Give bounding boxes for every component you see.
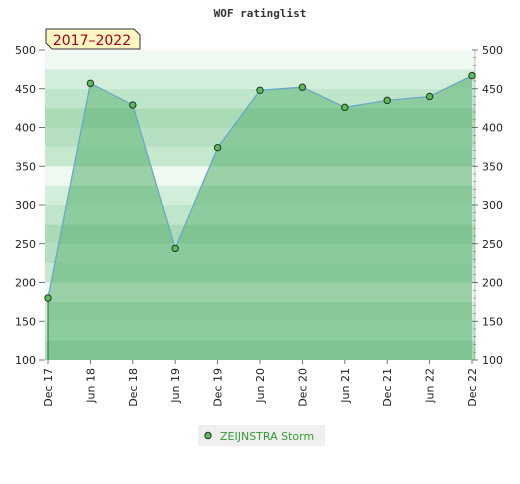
y-axis-left: 100 150 200 250 300 350 400 450 500	[15, 44, 45, 367]
x-tick-label: Jun 20	[254, 368, 267, 404]
area-stripe	[48, 185, 472, 205]
data-point	[44, 294, 52, 302]
y-tick-label-right: 450	[482, 83, 503, 96]
data-point	[298, 83, 307, 91]
x-tick-label: Jun 18	[84, 368, 97, 404]
x-tick-label: Dec 18	[127, 368, 140, 407]
series-area	[48, 75, 472, 360]
legend-box	[198, 425, 325, 446]
area-stripe	[48, 224, 472, 244]
legend-label: ZEIJNSTRA Storm	[220, 430, 314, 443]
area-stripe	[48, 301, 472, 322]
y-axis-right: 100 150 200 250 300 350 400 450 500	[472, 44, 503, 367]
y-tick-label-right: 200	[482, 277, 503, 290]
data-point	[86, 79, 95, 88]
data-point	[256, 86, 264, 95]
area-stripe	[48, 146, 472, 167]
x-tick-label: Dec 19	[212, 368, 225, 407]
legend-marker	[204, 431, 212, 440]
data-markers	[44, 71, 476, 302]
y-tick-label-right: 500	[482, 44, 503, 57]
area-stripe	[48, 340, 472, 360]
x-axis: Dec 17 Jun 18 Dec 18 Jun 19 Dec 19 Jun 20 Dec …	[42, 360, 479, 407]
data-point	[129, 101, 137, 109]
y-tick-label-right: 100	[482, 354, 503, 367]
y-tick-label-left: 450	[15, 83, 36, 96]
x-tick-label: Jun 21	[339, 368, 352, 404]
period-badge-shape	[45, 28, 141, 50]
y-tick-label-right: 300	[482, 199, 503, 212]
data-point	[425, 92, 434, 101]
y-tick-label-left: 200	[15, 277, 36, 290]
x-tick-label: Jun 22	[424, 368, 437, 404]
x-tick-label: Dec 17	[42, 368, 55, 407]
y-tick-label-right: 350	[482, 160, 503, 173]
area-stripe	[48, 263, 472, 283]
chart-title: WOF ratinglist	[214, 7, 307, 20]
area-layer	[47, 74, 473, 360]
data-point	[171, 244, 179, 253]
y-tick-label-right: 150	[482, 315, 503, 328]
data-point	[383, 96, 391, 105]
y-tick-label-left: 350	[15, 160, 36, 173]
y-tick-label-left: 500	[15, 44, 36, 57]
y-tick-label-left: 150	[15, 315, 36, 328]
y-tick-label-right: 250	[482, 238, 503, 251]
x-tick-label: Dec 22	[466, 368, 479, 407]
period-badge-text: 2017–2022	[53, 33, 131, 49]
legend[interactable]: ZEIJNSTRA Storm	[198, 425, 325, 446]
y-tick-label-left: 100	[15, 354, 36, 367]
background-band	[45, 69, 475, 89]
data-point	[468, 71, 476, 80]
data-point	[213, 143, 222, 152]
x-tick-label: Dec 21	[381, 368, 394, 407]
y-tick-label-left: 300	[15, 199, 36, 212]
data-point	[341, 103, 349, 112]
area-stripe	[48, 108, 472, 128]
x-tick-label: Jun 19	[169, 368, 182, 404]
x-tick-label: Dec 20	[296, 368, 309, 407]
period-badge: 2017–2022	[45, 28, 141, 50]
y-tick-label-left: 400	[15, 122, 36, 135]
background-band	[45, 50, 475, 70]
y-tick-label-left: 250	[15, 238, 36, 251]
y-tick-label-right: 400	[482, 122, 503, 135]
